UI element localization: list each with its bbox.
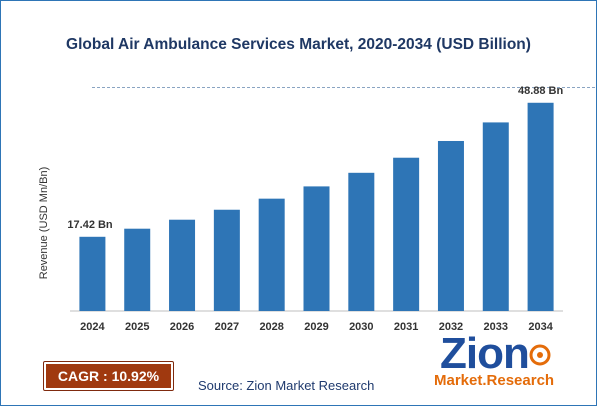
dashed-divider (92, 87, 595, 88)
logo-sub-right: Research (486, 372, 555, 389)
bar-2030 (348, 172, 375, 311)
x-tick-label: 2032 (439, 321, 463, 333)
chart-title: Global Air Ambulance Services Market, 20… (66, 36, 531, 53)
x-tick-label: 2033 (484, 321, 508, 333)
cagr-badge: CAGR : 10.92% (43, 361, 174, 391)
data-label: 17.42 Bn (67, 219, 113, 231)
x-tick-label: 2025 (125, 321, 149, 333)
source-text: Source: Zion Market Research (198, 378, 375, 393)
bar-2028 (258, 198, 285, 311)
logo-wordmark: Zion (440, 329, 530, 378)
bar-2034 (527, 102, 554, 311)
bar-2031 (393, 157, 420, 311)
bar-2033 (482, 122, 509, 312)
x-tick-label: 2030 (349, 321, 373, 333)
bar-2029 (303, 186, 330, 311)
x-tick-label: 2028 (259, 321, 283, 333)
logo-sub-left: Market. (434, 372, 487, 389)
x-tick-label: 2026 (170, 321, 194, 333)
x-tick-label: 2024 (80, 321, 105, 333)
bar-2026 (169, 219, 196, 311)
data-label: 48.88 Bn (518, 85, 564, 97)
bar-2032 (437, 140, 464, 311)
logo-subtitle: Market.Research (434, 372, 554, 389)
cagr-text: CAGR : 10.92% (46, 364, 171, 388)
bar-2025 (124, 228, 151, 311)
x-tick-label: 2034 (528, 321, 553, 333)
x-tick-label: 2029 (304, 321, 328, 333)
x-tick-label: 2027 (215, 321, 239, 333)
x-tick-label: 2031 (394, 321, 418, 333)
bar-2024 (79, 236, 106, 311)
bar-2027 (213, 209, 240, 311)
